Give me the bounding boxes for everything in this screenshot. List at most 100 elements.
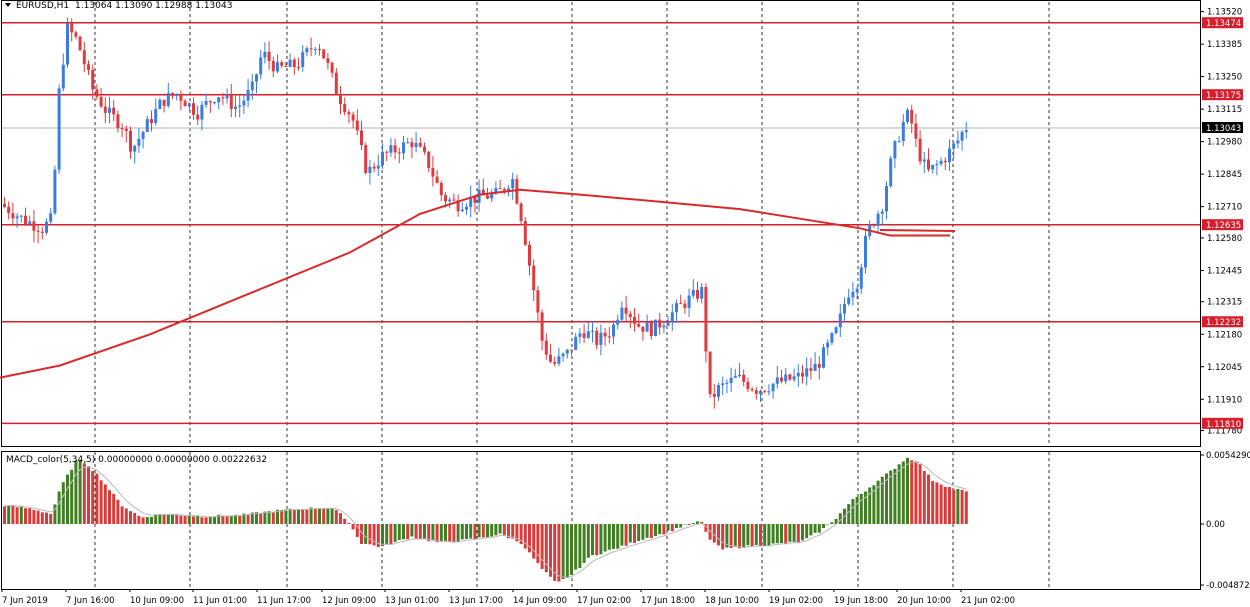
ma-flat-segment <box>879 229 956 232</box>
candle-body <box>452 199 456 201</box>
macd-bar <box>511 524 515 539</box>
time-tick-label: 20 Jun 10:00 <box>897 596 951 606</box>
candle-body <box>759 390 762 394</box>
macd-bar <box>956 488 960 524</box>
candle-body <box>301 52 305 68</box>
candle-body <box>628 313 632 318</box>
macd-bar <box>229 515 233 524</box>
candle-body <box>834 327 838 334</box>
candle-body <box>213 102 216 104</box>
macd-bar <box>99 480 103 524</box>
macd-bar <box>355 524 359 537</box>
candle-body <box>221 97 225 99</box>
candle-body <box>11 213 15 219</box>
candle-body <box>280 62 284 66</box>
candle-body <box>364 145 368 174</box>
candle-body <box>528 244 531 266</box>
candle-body <box>490 193 494 199</box>
macd-bar <box>276 509 279 524</box>
macd-bar <box>834 518 838 524</box>
candle-body <box>108 107 111 113</box>
macd-bar <box>460 524 464 540</box>
candle-body <box>292 59 296 67</box>
macd-bar <box>964 491 968 524</box>
candle-body <box>952 143 956 149</box>
macd-bar <box>217 514 221 524</box>
macd-bar <box>948 487 951 524</box>
candle-body <box>704 287 708 352</box>
macd-bar <box>536 524 540 564</box>
candle-body <box>880 211 884 214</box>
macd-bar <box>322 508 326 524</box>
candle-body <box>129 130 132 152</box>
candle-body <box>675 303 678 313</box>
macd-bar <box>826 524 830 525</box>
macd-bar <box>200 517 204 524</box>
macd-bar <box>53 504 57 524</box>
candle-body <box>465 206 468 210</box>
macd-bar <box>801 524 804 541</box>
macd-bar <box>192 516 195 524</box>
macd-bar <box>725 524 729 548</box>
candle-body <box>893 141 897 159</box>
candle-body <box>817 363 821 368</box>
dropdown-triangle-icon[interactable] <box>5 3 11 7</box>
macd-bar <box>679 524 683 528</box>
time-tick-label: 12 Jun 09:00 <box>322 596 376 606</box>
macd-bar <box>662 524 666 535</box>
macd-bar <box>729 524 733 548</box>
macd-bar <box>901 461 905 524</box>
candle-body <box>775 377 779 384</box>
candle-body <box>381 151 384 166</box>
candle-body <box>238 105 242 107</box>
candle-body <box>473 196 477 203</box>
macd-bar <box>649 524 653 539</box>
macd-bar <box>838 513 842 524</box>
time-tick-label: 19 Jun 02:00 <box>769 596 823 606</box>
macd-bar <box>666 524 670 531</box>
candle-body <box>28 221 32 225</box>
candle-body <box>897 141 901 143</box>
macd-bar <box>851 499 855 524</box>
candle-body <box>45 221 48 233</box>
macd-bar <box>318 508 321 524</box>
macd-bar <box>28 508 32 524</box>
candle-body <box>406 142 410 144</box>
candle-body <box>3 203 6 207</box>
candle-body <box>700 287 704 299</box>
candle-body <box>918 138 922 162</box>
candle-body <box>271 61 275 72</box>
main-chart-frame <box>1 0 1201 447</box>
macd-bar <box>82 463 86 524</box>
price-tick-label: 1.12315 <box>1207 298 1242 308</box>
candle-body <box>956 140 960 144</box>
macd-bar <box>864 491 867 524</box>
macd-bar <box>406 524 410 540</box>
price-tick-label: 1.12445 <box>1207 266 1242 276</box>
candle-body <box>561 353 565 357</box>
macd-bar <box>532 524 536 559</box>
candle-body <box>843 303 846 314</box>
candles <box>3 17 968 409</box>
macd-bar <box>717 524 720 546</box>
candle-body <box>229 94 233 110</box>
macd-bar <box>137 515 141 524</box>
candle-body <box>612 324 615 337</box>
macd-bar <box>885 473 888 524</box>
macd-bar <box>750 524 754 547</box>
candle-body <box>158 99 162 109</box>
macd-bar <box>477 524 481 538</box>
candle-body <box>57 88 61 170</box>
candle-body <box>507 188 510 191</box>
macd-bar <box>250 512 254 524</box>
macd-bar <box>540 524 544 569</box>
macd-bar <box>95 473 99 524</box>
macd-bar <box>57 491 61 524</box>
candle-body <box>906 109 909 122</box>
macd-bar <box>246 514 250 524</box>
candle-body <box>486 195 489 199</box>
candle-body <box>641 326 645 332</box>
macd-bar <box>376 524 380 548</box>
macd-bar <box>234 514 237 524</box>
